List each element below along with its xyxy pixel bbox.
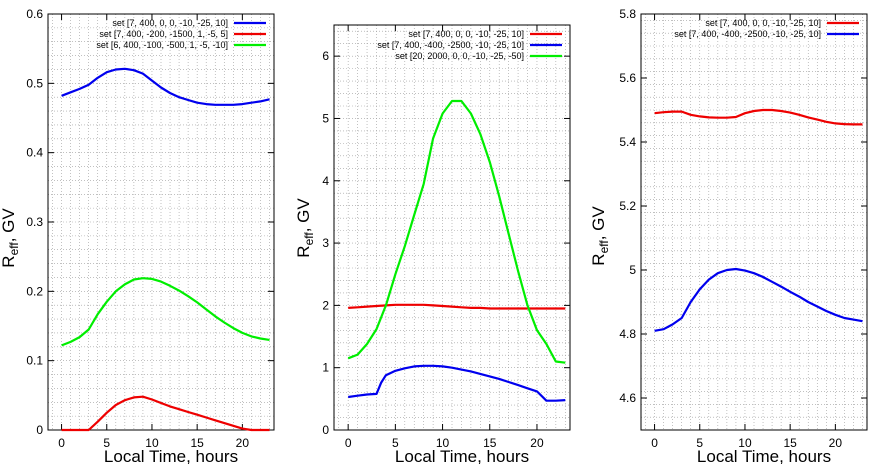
series-line-3 bbox=[347, 99, 566, 364]
chart-panel-1: 0 5 10 15 20 0 0.1 0.2 0.3 0.4 0.5 0.6 Local Time, h… bbox=[0, 7, 275, 464]
x-tick-label: 5 bbox=[696, 436, 703, 450]
y-axis-title-main: R bbox=[294, 245, 313, 257]
legend-label: set [7, 400, -200, -1500, 1, -5, 5] bbox=[99, 29, 228, 39]
legend-label: set [6, 400, -100, -500, 1, -5, -10] bbox=[96, 40, 228, 50]
grid bbox=[48, 13, 274, 431]
x-tick-label: 20 bbox=[829, 436, 843, 450]
y-axis-title: Reff, GV bbox=[294, 198, 316, 258]
y-tick-label: 0.6 bbox=[26, 7, 43, 21]
y-tick-label: 0.4 bbox=[26, 146, 43, 160]
y-tick-label: 4.8 bbox=[619, 327, 636, 341]
x-tick-label: 10 bbox=[738, 436, 752, 450]
legend-label: set [7, 400, -400, -2500, -10, -25, 10] bbox=[377, 40, 524, 50]
x-tick-label: 0 bbox=[651, 436, 658, 450]
plot-frame bbox=[333, 24, 571, 431]
grid bbox=[641, 14, 867, 431]
y-tick-label: 0.2 bbox=[26, 284, 43, 298]
x-axis-title: Local Time, hours bbox=[395, 447, 529, 464]
x-tick-label: 10 bbox=[436, 436, 450, 450]
chart-panel-2: 0 5 10 15 20 0 1 2 3 4 5 6 Local Time, hours Reff, GV… bbox=[294, 24, 571, 464]
x-tick-label: 15 bbox=[190, 436, 204, 450]
y-tick-label: 4.6 bbox=[619, 391, 636, 405]
plot-frame bbox=[640, 13, 868, 431]
y-tick-label: 4 bbox=[322, 174, 329, 188]
x-tick-label: 20 bbox=[236, 436, 250, 450]
y-tick-label: 2 bbox=[322, 298, 329, 312]
x-tick-label: 0 bbox=[345, 436, 352, 450]
y-tick-label: 5.6 bbox=[619, 71, 636, 85]
y-tick-label: 0 bbox=[322, 423, 329, 437]
x-tick-label: 15 bbox=[483, 436, 497, 450]
legend-label: set [7, 400, 0, 0, -10, -25, 10] bbox=[112, 18, 228, 28]
x-tick-label: 20 bbox=[530, 436, 544, 450]
y-tick-label: 5.2 bbox=[619, 199, 636, 213]
series-line-1 bbox=[61, 67, 270, 106]
y-axis-title: Reff, GV bbox=[0, 208, 21, 268]
series-line-2 bbox=[654, 267, 863, 332]
x-tick-label: 0 bbox=[58, 436, 65, 450]
series-line-2 bbox=[348, 364, 566, 402]
grid bbox=[334, 25, 570, 431]
y-tick-label: 0.5 bbox=[26, 76, 43, 90]
legend-label: set [7, 400, -400, -2500, -10, -25, 10] bbox=[674, 29, 821, 39]
y-tick-label: 5 bbox=[629, 263, 636, 277]
y-axis-title-main: R bbox=[589, 253, 608, 265]
y-axis-title-subscript: eff bbox=[597, 240, 611, 254]
y-tick-label: 0 bbox=[36, 423, 43, 437]
legend-label: set [7, 400, 0, 0, -10, -25, 10] bbox=[408, 29, 524, 39]
y-tick-label: 0.3 bbox=[26, 215, 43, 229]
x-tick-label: 10 bbox=[145, 436, 159, 450]
x-tick-label: 15 bbox=[783, 436, 797, 450]
y-tick-label: 5.8 bbox=[619, 7, 636, 21]
y-axis-title-subscript: eff bbox=[7, 242, 21, 256]
x-tick-label: 5 bbox=[103, 436, 110, 450]
y-axis-title-unit: , GV bbox=[294, 198, 313, 233]
y-axis-title-main: R bbox=[0, 255, 18, 267]
y-axis-title-subscript: eff bbox=[302, 232, 316, 246]
series-line-1 bbox=[654, 108, 863, 126]
y-tick-label: 1 bbox=[322, 361, 329, 375]
x-tick-label: 5 bbox=[392, 436, 399, 450]
legend-label: set [20, 2000, 0, 0, -10, -25, -50] bbox=[395, 51, 524, 61]
y-tick-label: 5 bbox=[322, 111, 329, 125]
y-tick-label: 5.4 bbox=[619, 135, 636, 149]
y-tick-label: 0.1 bbox=[26, 354, 43, 368]
chart-panel-3: 0 5 10 15 20 4.6 4.8 5 5.2 5.4 5.6 5.8 Local Time, h… bbox=[589, 7, 868, 464]
x-axis-title: Local Time, hours bbox=[697, 447, 831, 464]
series-line-2 bbox=[61, 395, 270, 432]
legend-label: set [7, 400, 0, 0, -10, -25, 10] bbox=[705, 18, 821, 28]
y-tick-label: 6 bbox=[322, 49, 329, 63]
y-tick-label: 3 bbox=[322, 236, 329, 250]
series-line-3 bbox=[61, 277, 270, 347]
y-axis-title-unit: , GV bbox=[589, 206, 608, 241]
y-axis-title-unit: , GV bbox=[0, 208, 18, 243]
y-axis-title: Reff, GV bbox=[589, 206, 611, 266]
x-axis-title: Local Time, hours bbox=[104, 447, 238, 464]
